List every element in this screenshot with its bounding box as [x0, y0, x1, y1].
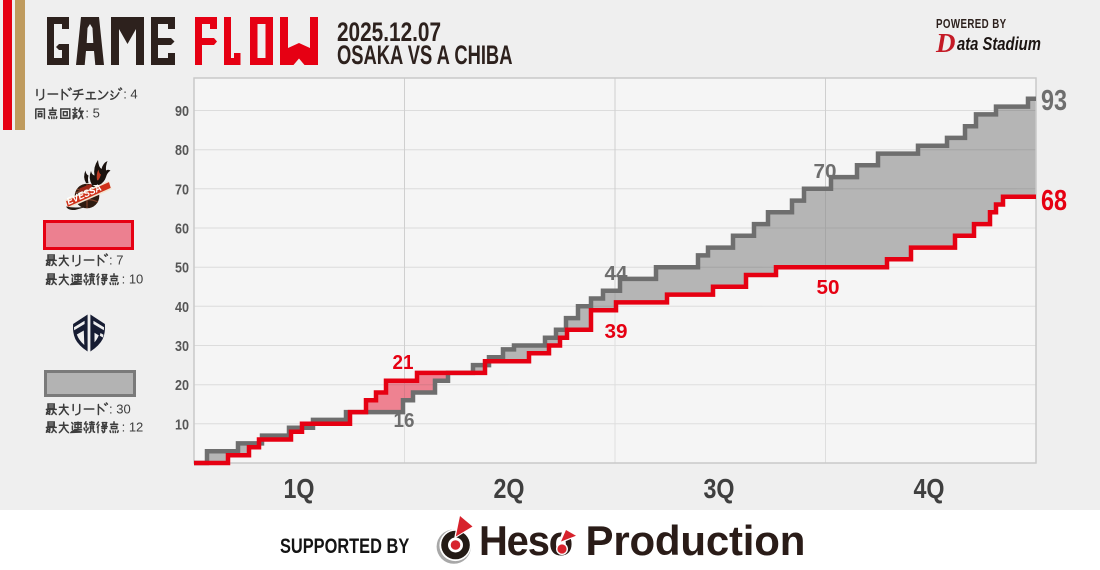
- svg-text:80: 80: [175, 142, 189, 159]
- svg-text:: 12: : 12: [122, 420, 144, 434]
- svg-text:: 7: : 7: [109, 253, 123, 267]
- svg-text:60: 60: [175, 221, 189, 238]
- svg-text:70: 70: [814, 161, 837, 183]
- svg-text:3Q: 3Q: [704, 473, 735, 504]
- svg-text:2Q: 2Q: [494, 473, 525, 504]
- svg-text:: 5: : 5: [85, 106, 99, 120]
- svg-text:16: 16: [394, 410, 415, 432]
- svg-text:39: 39: [605, 321, 628, 343]
- svg-text:50: 50: [175, 260, 189, 277]
- svg-text:90: 90: [175, 103, 189, 120]
- svg-text:68: 68: [1041, 185, 1067, 217]
- svg-text:40: 40: [175, 299, 189, 316]
- svg-text:21: 21: [393, 352, 414, 374]
- svg-text:20: 20: [175, 377, 189, 394]
- svg-text:44: 44: [605, 263, 629, 285]
- svg-text:1Q: 1Q: [284, 473, 315, 504]
- svg-text:4Q: 4Q: [914, 473, 945, 504]
- svg-text:: 4: : 4: [123, 87, 137, 101]
- svg-text:10: 10: [175, 416, 189, 433]
- svg-text:30: 30: [175, 338, 189, 355]
- svg-text:: 10: : 10: [122, 272, 144, 286]
- svg-text:50: 50: [817, 277, 840, 299]
- svg-text:70: 70: [175, 181, 189, 198]
- svg-text:93: 93: [1041, 85, 1067, 117]
- svg-text:: 30: : 30: [109, 402, 131, 416]
